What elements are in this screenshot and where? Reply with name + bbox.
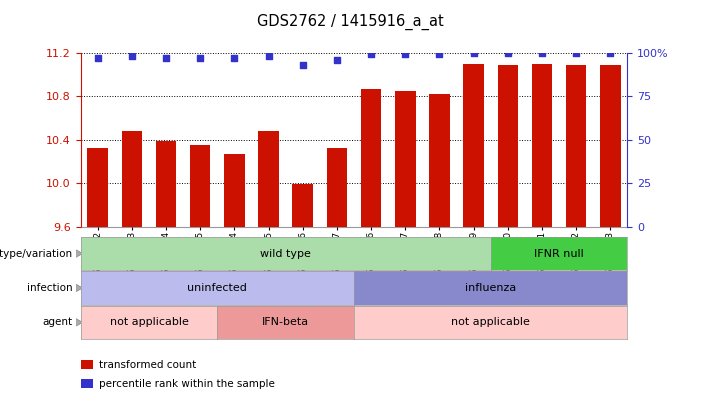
Bar <box>327 148 347 227</box>
Point <box>126 53 137 60</box>
Text: genotype/variation: genotype/variation <box>0 249 72 258</box>
Polygon shape <box>76 284 83 292</box>
Bar <box>600 65 620 227</box>
Text: uninfected: uninfected <box>187 283 247 293</box>
Bar <box>292 184 313 227</box>
Point <box>332 56 343 63</box>
Bar <box>531 64 552 227</box>
Point <box>297 62 308 68</box>
Text: percentile rank within the sample: percentile rank within the sample <box>99 379 275 389</box>
Text: agent: agent <box>42 318 72 327</box>
Point <box>536 49 547 56</box>
Bar <box>361 89 381 227</box>
Text: not applicable: not applicable <box>109 318 189 327</box>
Text: wild type: wild type <box>260 249 311 258</box>
Point <box>434 51 445 58</box>
Bar <box>122 131 142 227</box>
Bar <box>566 65 586 227</box>
Polygon shape <box>76 249 83 258</box>
Polygon shape <box>76 318 83 326</box>
Text: not applicable: not applicable <box>451 318 530 327</box>
Text: IFNR null: IFNR null <box>534 249 584 258</box>
Bar <box>498 65 518 227</box>
Point <box>571 49 582 56</box>
Text: influenza: influenza <box>465 283 517 293</box>
Text: GDS2762 / 1415916_a_at: GDS2762 / 1415916_a_at <box>257 14 444 30</box>
Point <box>263 53 274 60</box>
Bar <box>190 145 210 227</box>
Point <box>365 51 376 58</box>
Point <box>229 55 240 61</box>
Text: infection: infection <box>27 283 72 293</box>
Point <box>400 51 411 58</box>
Text: IFN-beta: IFN-beta <box>262 318 309 327</box>
Point <box>161 55 172 61</box>
Point <box>92 55 103 61</box>
Bar <box>395 91 416 227</box>
Point <box>468 49 479 56</box>
Bar <box>224 154 245 227</box>
Bar <box>156 141 176 227</box>
Point <box>502 49 513 56</box>
Bar <box>463 64 484 227</box>
Point <box>605 49 616 56</box>
Point <box>195 55 206 61</box>
Bar <box>429 94 450 227</box>
Bar <box>88 148 108 227</box>
Bar <box>258 131 279 227</box>
Text: transformed count: transformed count <box>99 360 196 369</box>
